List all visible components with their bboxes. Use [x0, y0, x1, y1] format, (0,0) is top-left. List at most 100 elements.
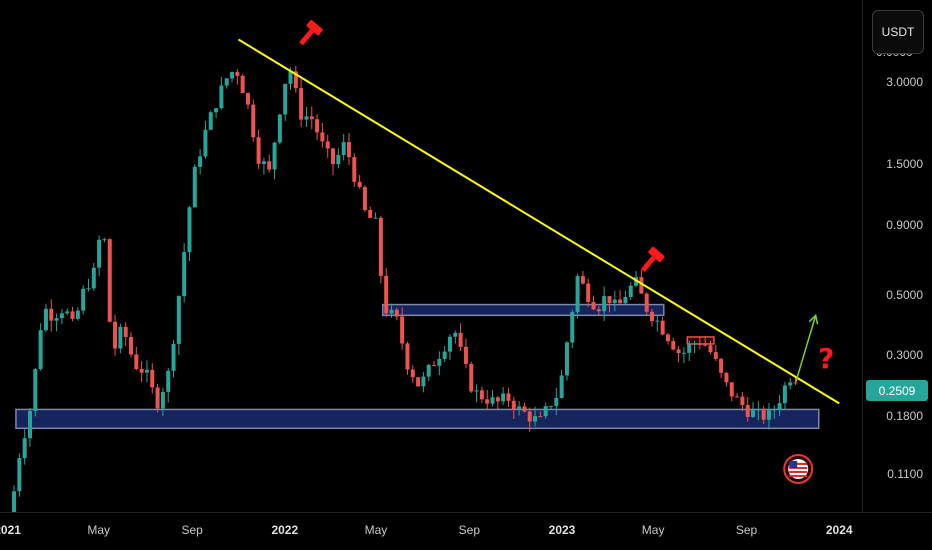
- candle-body: [107, 239, 112, 322]
- candle-body: [182, 252, 187, 297]
- candle-body: [378, 217, 383, 276]
- candle-body: [554, 398, 559, 407]
- candle-body: [501, 393, 506, 402]
- candle-body: [224, 78, 229, 86]
- candle-body: [245, 93, 250, 105]
- candle-body: [564, 342, 569, 376]
- price-tick-label: 3.0000: [886, 75, 923, 90]
- candle-body: [389, 309, 394, 314]
- candle-body: [187, 207, 192, 253]
- candle-body: [373, 217, 378, 219]
- candle-body: [655, 320, 660, 322]
- candle-body: [27, 411, 32, 439]
- candle-body: [176, 296, 181, 344]
- last-price-badge: 0.2509: [866, 380, 928, 401]
- candle-body: [793, 382, 798, 384]
- candle-body: [261, 161, 266, 164]
- candle-body: [171, 343, 176, 371]
- candle-body: [596, 309, 601, 312]
- candle-body: [160, 391, 165, 409]
- candle-body: [33, 369, 38, 412]
- price-chart[interactable]: ?: [0, 0, 862, 512]
- candle-body: [267, 161, 272, 170]
- candle-body: [580, 276, 585, 284]
- candle-body: [240, 75, 245, 94]
- candle-body: [150, 369, 155, 388]
- candle-body: [134, 354, 139, 370]
- candle-body: [256, 137, 261, 164]
- candle-body: [277, 114, 282, 143]
- candle-body: [336, 154, 341, 165]
- time-tick-label: Sep: [181, 523, 203, 537]
- candle-body: [559, 375, 564, 399]
- candle-body: [538, 416, 543, 418]
- candle-body: [703, 344, 708, 346]
- time-tick-label: 2022: [271, 523, 299, 537]
- candle-body: [548, 406, 553, 408]
- candle-body: [697, 343, 702, 345]
- candle-body: [97, 239, 102, 268]
- candle-body: [591, 302, 596, 310]
- candle-body: [198, 156, 203, 167]
- flag-canton: [789, 460, 798, 468]
- candle-body: [708, 345, 713, 353]
- candle-body: [719, 358, 724, 373]
- time-tick-label: 2021: [0, 523, 21, 537]
- candle-body: [676, 349, 681, 354]
- candle-body: [352, 157, 357, 182]
- candle-body: [421, 376, 426, 387]
- candle-body: [315, 119, 320, 133]
- candle-body: [192, 166, 197, 208]
- flag-stripe: [789, 470, 808, 473]
- candle-body: [724, 372, 729, 383]
- candle-body: [384, 275, 389, 314]
- candle-body: [155, 387, 160, 409]
- candle-body: [474, 390, 479, 392]
- candle-body: [681, 352, 686, 354]
- candle-body: [405, 343, 410, 370]
- candle-body: [506, 393, 511, 401]
- candle-body: [12, 491, 17, 512]
- candle-body: [410, 369, 415, 378]
- candle-body: [49, 308, 54, 321]
- hammer-icon: [299, 20, 323, 46]
- candle-body: [129, 336, 134, 355]
- candle-body: [639, 277, 644, 294]
- candle-body: [118, 326, 123, 349]
- candle-body: [272, 142, 277, 170]
- candle-body: [293, 71, 298, 89]
- candle-body: [687, 344, 692, 353]
- candle-body: [251, 104, 256, 138]
- candle-body: [219, 85, 224, 109]
- candle-body: [123, 326, 128, 337]
- price-tick-label: 0.1100: [887, 467, 923, 482]
- candle-body: [618, 299, 623, 304]
- candle-body: [479, 390, 484, 400]
- candle-body: [463, 346, 468, 364]
- candle-body: [304, 116, 309, 120]
- candle-body: [533, 416, 538, 422]
- candle-body: [346, 142, 351, 158]
- candle-body: [692, 343, 697, 345]
- candle-body: [623, 297, 628, 304]
- candle-body: [602, 296, 607, 312]
- candle-body: [469, 363, 474, 392]
- quote-currency-button[interactable]: USDT: [872, 10, 924, 54]
- candle-body: [203, 129, 208, 157]
- candle-body: [400, 316, 405, 344]
- candle-body: [788, 382, 793, 386]
- time-tick-label: May: [364, 523, 388, 537]
- candle-body: [309, 116, 314, 120]
- price-tick-label: 0.1800: [886, 408, 923, 423]
- candle-body: [81, 288, 86, 311]
- candle-body: [214, 108, 219, 113]
- price-axis[interactable]: 3.0000 1.5000 0.9000 0.5000 0.3000 0.1800 0.11…: [862, 0, 932, 512]
- candle-body: [75, 310, 80, 319]
- time-axis[interactable]: 2021 May Sep 2022 May Sep 2023 May Sep 2024: [0, 512, 932, 550]
- candle-body: [782, 385, 787, 404]
- candle-body: [230, 72, 235, 79]
- candle-body: [453, 332, 458, 337]
- candle-body: [729, 382, 734, 397]
- projection-arrow-head: [808, 313, 819, 325]
- resistance-box-small: [686, 336, 715, 345]
